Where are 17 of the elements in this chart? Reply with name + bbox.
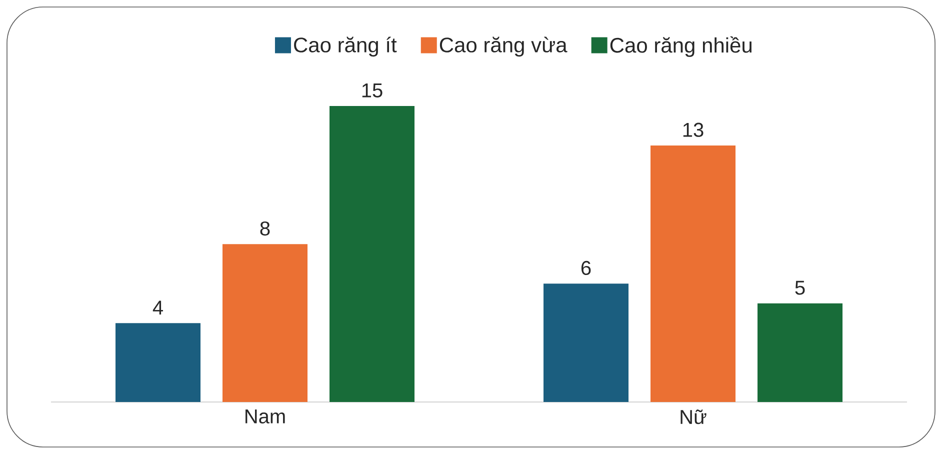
data-label: 6 — [581, 260, 591, 276]
bar — [544, 284, 629, 402]
bar — [330, 106, 415, 402]
data-label: 15 — [362, 84, 382, 98]
bar — [222, 244, 308, 402]
data-label: 5 — [795, 280, 805, 295]
data-label: 8 — [260, 221, 270, 236]
data-label: 13 — [683, 122, 704, 137]
legend-label: Cao răng vừa — [440, 36, 568, 57]
bar — [116, 323, 201, 402]
bar — [650, 145, 736, 402]
data-label: 4 — [152, 300, 163, 315]
x-tick-label: Nam — [246, 410, 285, 424]
x-tick-label: Nữ — [680, 410, 706, 424]
legend-label: Cao răng nhiều — [610, 36, 752, 57]
bar — [758, 303, 843, 402]
legend-label: Cao răng ít — [294, 36, 397, 57]
